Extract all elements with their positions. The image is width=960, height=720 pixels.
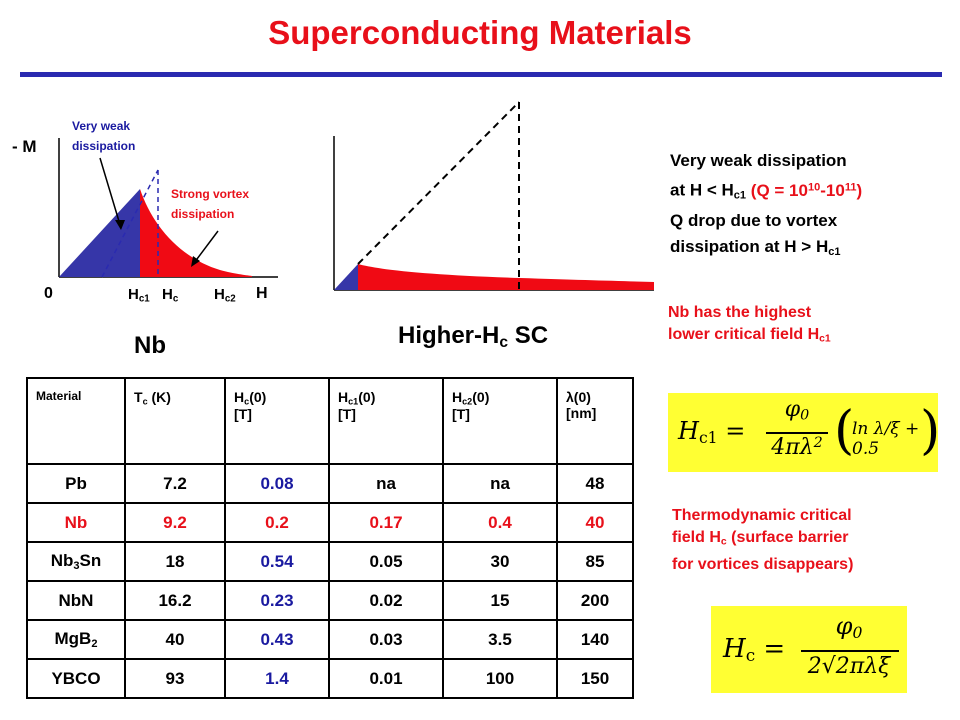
table-row: NbN 16.2 0.23 0.02 15 200	[26, 580, 634, 621]
material-cell: Pb	[26, 463, 126, 504]
weak-arrow-line	[99, 157, 122, 229]
origin-label: 0	[44, 285, 53, 302]
hc1-cell: 0.05	[328, 541, 444, 582]
hc-cell: 0.54	[224, 541, 330, 582]
lambda-cell: 85	[556, 541, 634, 582]
hc-cell: 0.2	[224, 502, 330, 543]
hc2-cell: 30	[442, 541, 558, 582]
material-cell: YBCO	[26, 658, 126, 699]
meissner-region	[334, 264, 358, 290]
header-hc1: Hc1(0) [T]	[328, 377, 444, 465]
header-lambda: λ(0) [nm]	[556, 377, 634, 465]
lambda-cell: 40	[556, 502, 634, 543]
hc2-tick-label: Hc2	[214, 286, 236, 305]
x-axis-label: H	[256, 285, 268, 302]
hc-tick-label: Hc	[162, 286, 179, 305]
lambda-cell: 48	[556, 463, 634, 504]
weak-arrow-head	[115, 220, 125, 230]
page-title: Superconducting Materials	[268, 14, 692, 51]
tc-cell: 16.2	[124, 580, 226, 621]
hc1-cell: 0.17	[328, 502, 444, 543]
table-row: YBCO 93 1.4 0.01 100 150	[26, 658, 634, 699]
hc-dashed-slope	[357, 101, 520, 265]
vortex-region	[140, 189, 252, 277]
table-header-row: Material Tc (K) Hc(0) [T] Hc1(0) [T] Hc2(0…	[26, 377, 634, 465]
thermodynamic-field-note: Thermodynamic critical field Hc (surface…	[672, 507, 854, 573]
material-cell: Nb	[26, 502, 126, 543]
hc2-cell: 0.4	[442, 502, 558, 543]
hc-formula: Hc = φ0 2√2πλξ	[711, 606, 907, 693]
dissipation-explanation: Very weak dissipation at H < Hc1 (Q = 10…	[670, 151, 863, 259]
header-material: Material	[26, 377, 126, 465]
table-row: Pb 7.2 0.08 na na 48	[26, 463, 634, 504]
title-divider	[20, 72, 942, 77]
hc2-cell: 3.5	[442, 619, 558, 660]
meissner-region	[59, 189, 140, 277]
tc-cell: 18	[124, 541, 226, 582]
nb-highest-field-note: Nb has the highest lower critical field …	[668, 304, 831, 345]
tc-cell: 7.2	[124, 463, 226, 504]
header-hc: Hc(0) [T]	[224, 377, 330, 465]
tc-cell: 40	[124, 619, 226, 660]
nb-figure-label: Nb	[134, 332, 166, 359]
strong-arrow-line	[193, 230, 219, 264]
table-row: MgB2 40 0.43 0.03 3.5 140	[26, 619, 634, 660]
tc-cell: 93	[124, 658, 226, 699]
table-row: Nb 9.2 0.2 0.17 0.4 40	[26, 502, 634, 543]
strong-dissipation-note: Strong vortex dissipation	[171, 187, 250, 221]
hc-dashed-slope	[101, 169, 159, 278]
hc1-cell: na	[328, 463, 444, 504]
weak-dissipation-note: Very weak dissipation	[72, 119, 136, 153]
material-cell: NbN	[26, 580, 126, 621]
material-cell: MgB2	[26, 619, 126, 660]
hc1-cell: 0.01	[328, 658, 444, 699]
vortex-region	[358, 264, 654, 290]
lambda-cell: 150	[556, 658, 634, 699]
material-cell: Nb3Sn	[26, 541, 126, 582]
hc2-cell: na	[442, 463, 558, 504]
hc-cell: 0.08	[224, 463, 330, 504]
header-hc2: Hc2(0) [T]	[442, 377, 558, 465]
higher-hc-figure-label: Higher-Hc SC	[398, 322, 549, 351]
tc-cell: 9.2	[124, 502, 226, 543]
hc2-cell: 15	[442, 580, 558, 621]
nb-magnetization-diagram	[58, 138, 278, 278]
hc-cell: 0.43	[224, 619, 330, 660]
hc2-cell: 100	[442, 658, 558, 699]
materials-table: Material Tc (K) Hc(0) [T] Hc1(0) [T] Hc2(0…	[26, 377, 634, 699]
y-axis-label: - M	[12, 137, 37, 156]
hc1-cell: 0.02	[328, 580, 444, 621]
lambda-cell: 140	[556, 619, 634, 660]
hc1-formula: Hc1 = φ0 4πλ2 ( ln λ/ξ + 0.5 )	[668, 393, 940, 472]
header-tc: Tc (K)	[124, 377, 226, 465]
hc-cell: 1.4	[224, 658, 330, 699]
table-row: Nb3Sn 18 0.54 0.05 30 85	[26, 541, 634, 582]
lambda-cell: 200	[556, 580, 634, 621]
hc1-tick-label: Hc1	[128, 286, 150, 305]
hc-cell: 0.23	[224, 580, 330, 621]
strong-arrow-head	[191, 256, 200, 267]
higher-hc-diagram	[333, 101, 654, 291]
hc1-cell: 0.03	[328, 619, 444, 660]
